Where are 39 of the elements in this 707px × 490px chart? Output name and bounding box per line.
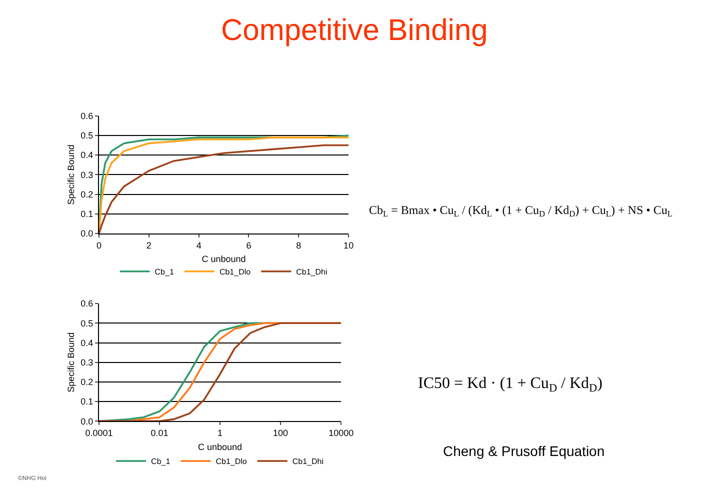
x-tick-label: 1 [218,428,223,438]
x-axis-title: C unbound [198,442,242,452]
legend-label: Cb1_Dlo [219,268,252,277]
text: Cb$_{L}$ = Bmax • Cu$_{L}$ / (Kd$_{L}$ • (1 + Cu$_{D}$ / Kd$_{D}$) + Cu$_{L}$) + NS • Cu$_{L}$ [369,203,672,219]
y-tick-label: 0.0 [80,228,94,239]
x-axis-title: C unbound [202,254,246,264]
y-tick-label: 0.2 [80,377,94,388]
text: Cheng & Prusoff Equation [443,443,605,459]
x-tick-label: 0.0001 [85,428,113,438]
x-tick-label: 0.01 [150,428,168,438]
y-tick-label: 0.1 [80,396,94,407]
x-tick-label: 0 [96,240,102,250]
y-tick-label: 0.4 [80,338,94,348]
x-tick-label: 10 [344,240,354,250]
legend-label: Cb1_Dlo [216,457,248,466]
legend-label: Cb_1 [154,268,174,277]
y-tick-label: 0.0 [80,416,94,426]
chart-title: Competitive Binding [221,14,488,47]
x-tick-label: 8 [296,240,302,250]
x-tick-label: 100 [273,428,288,438]
y-tick-label: 0.6 [80,111,94,122]
x-tick-label: 6 [246,240,252,250]
legend-label: Cb1_Dhi [292,457,324,466]
y-axis-title: Specific Bound [66,332,76,392]
y-tick-label: 0.3 [80,358,94,368]
x-tick-label: 2 [146,240,152,250]
x-tick-label: 4 [196,240,202,250]
y-tick-label: 0.1 [80,209,94,220]
x-tick-label: 10000 [328,428,354,438]
y-tick-label: 0.5 [80,318,94,328]
text: IC50 = Kd · (1 + Cu$_{D}$ / Kd$_{D}$) [418,375,602,394]
y-tick-label: 0.2 [80,189,94,200]
y-tick-label: 0.6 [80,298,94,309]
y-tick-label: 0.4 [80,150,94,160]
y-axis-title: Specific Bound [66,144,76,205]
y-tick-label: 0.5 [80,130,94,141]
y-tick-label: 0.3 [80,170,94,180]
legend-label: Cb_1 [151,457,171,466]
legend-label: Cb1_Dhi [296,268,328,277]
